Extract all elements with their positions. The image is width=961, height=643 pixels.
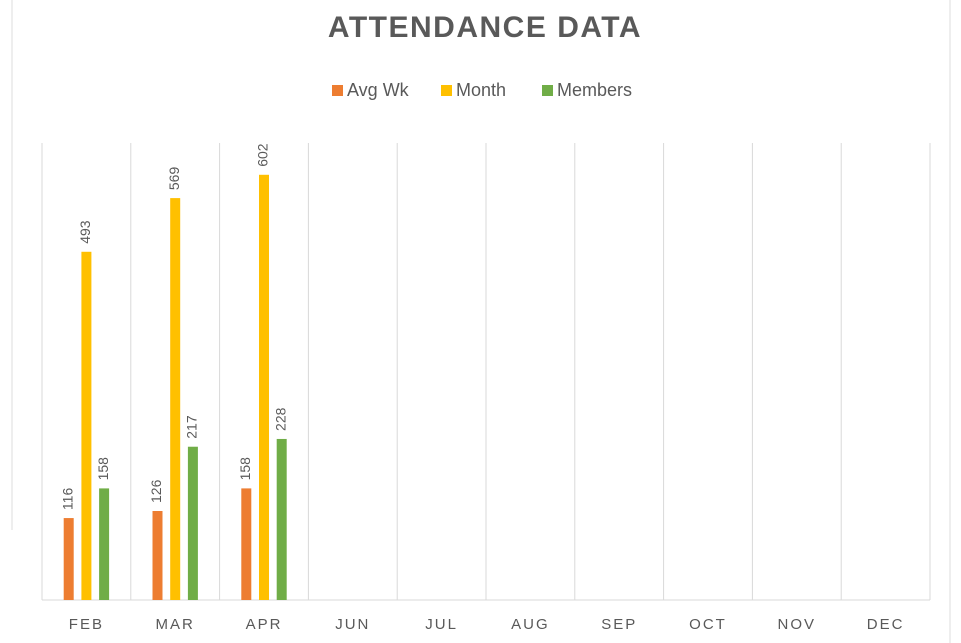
data-label: 158 — [237, 457, 253, 481]
x-tick-label: FEB — [69, 616, 104, 633]
data-label: 228 — [272, 407, 288, 431]
data-label: 569 — [166, 167, 182, 191]
bar — [241, 488, 252, 600]
x-tick-label: DEC — [867, 616, 905, 633]
data-label: 126 — [148, 479, 164, 503]
x-tick-label: JUL — [425, 616, 458, 633]
data-label: 217 — [184, 415, 200, 439]
bar — [170, 198, 181, 600]
x-tick-label: SEP — [601, 616, 637, 633]
x-tick-label: APR — [246, 616, 283, 633]
legend-label: Avg Wk — [347, 80, 410, 100]
bar — [187, 446, 198, 600]
legend-swatch — [441, 85, 452, 96]
x-tick-label: JUN — [335, 616, 370, 633]
legend-swatch — [542, 85, 553, 96]
data-label: 493 — [77, 220, 93, 244]
data-label: 158 — [95, 457, 111, 481]
x-tick-label: AUG — [511, 616, 550, 633]
bar — [152, 511, 163, 600]
bar — [63, 518, 74, 600]
x-tick-label: NOV — [778, 616, 817, 633]
data-label: 116 — [59, 488, 75, 511]
x-tick-label: MAR — [156, 616, 195, 633]
bar — [276, 438, 287, 600]
legend-swatch — [332, 85, 343, 96]
chart-title: ATTENDANCE DATA — [328, 11, 642, 44]
bar — [259, 174, 269, 600]
legend-label: Members — [557, 80, 632, 100]
data-label: 602 — [255, 143, 271, 167]
bar — [99, 488, 110, 600]
bar — [81, 251, 92, 601]
legend-label: Month — [456, 80, 506, 100]
x-tick-label: OCT — [689, 616, 727, 633]
